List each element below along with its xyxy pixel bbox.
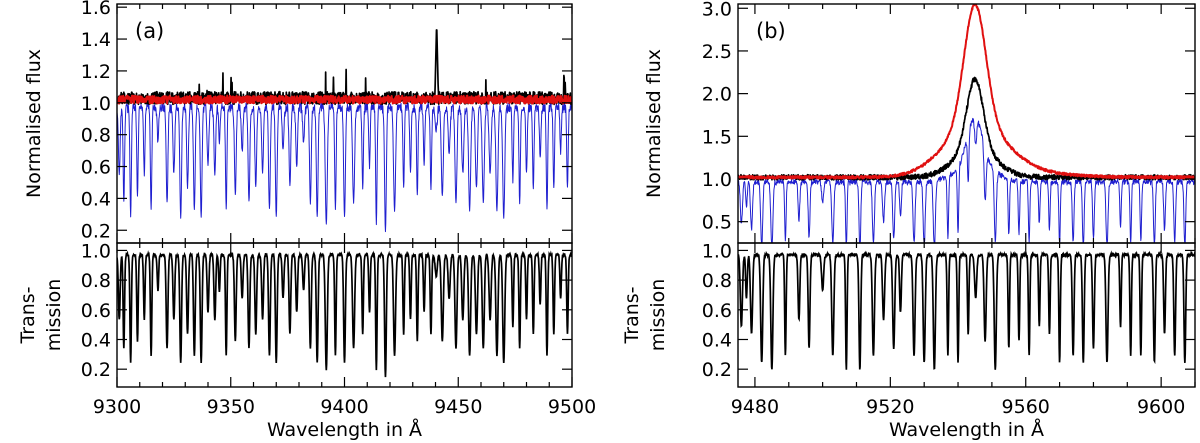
series-observed-line	[117, 101, 572, 233]
bottom-y-tick-label: 0.8	[702, 270, 732, 292]
x-tick-label: 9520	[866, 396, 914, 418]
bottom-plot-frame	[737, 242, 1196, 388]
top-y-axis-label: Normalised flux	[23, 49, 45, 198]
bottom-y-axis-label-line: Trans-	[621, 286, 643, 344]
series-corrected-line	[738, 76, 1195, 181]
x-tick-label: 9350	[207, 396, 255, 418]
x-tick-label: 9480	[731, 396, 779, 418]
bottom-y-axis-label-line: mission	[647, 279, 669, 352]
bottom-y-tick-label: 0.2	[81, 359, 111, 381]
top-y-tick-label: 1.6	[81, 0, 111, 19]
bottom-y-tick-label: 1.0	[702, 240, 732, 262]
transmission-line	[117, 250, 572, 378]
top-y-tick-label: 1.4	[81, 29, 111, 51]
x-axis-label: Wavelength in Å	[889, 418, 1044, 441]
top-y-axis-label: Normalised flux	[643, 49, 665, 198]
top-y-tick-label: 0.5	[702, 212, 732, 234]
top-y-tick-label: 0.6	[81, 157, 111, 179]
panel-a: 9300 9350 9400 9450 9500 0.2 0.4 0.6 0.8 1.0 1.2 1.…	[17, 0, 596, 441]
bottom-y-tick-label: 0.4	[702, 329, 732, 351]
series-reference-line	[738, 4, 1195, 180]
bottom-y-tick-label: 0.4	[81, 329, 111, 351]
series-corrected-line	[117, 29, 572, 106]
bottom-y-tick-label: 0.2	[702, 359, 732, 381]
series-reference-line	[117, 94, 572, 105]
bottom-y-tick-label: 1.0	[81, 240, 111, 262]
bottom-y-tick-label: 0.6	[702, 300, 732, 322]
top-y-tick-label: 1.2	[81, 61, 111, 83]
bottom-y-tick-label: 0.8	[81, 270, 111, 292]
top-y-tick-label: 1.5	[702, 126, 732, 148]
panel-label: (b)	[756, 19, 786, 43]
top-y-tick-label: 2.5	[702, 41, 732, 63]
x-tick-label: 9560	[1002, 396, 1050, 418]
panel-label: (a)	[135, 19, 164, 43]
top-y-tick-label: 1.0	[702, 169, 732, 191]
panel-b: 9480 9520 9560 9600 0.5 1.0 1.5 2.0 2.5 3.0 0.2 0.4…	[621, 0, 1196, 441]
top-y-tick-label: 0.8	[81, 125, 111, 147]
bottom-y-axis-label-line: mission	[43, 279, 65, 352]
x-tick-label: 9450	[434, 396, 482, 418]
x-axis-label: Wavelength in Å	[267, 418, 422, 441]
transmission-line	[738, 250, 1195, 370]
x-tick-label: 9600	[1137, 396, 1185, 418]
bottom-y-axis-label-line: Trans-	[17, 286, 39, 344]
x-tick-label: 9300	[93, 396, 141, 418]
top-y-tick-label: 3.0	[702, 0, 732, 20]
top-y-tick-label: 0.4	[81, 188, 111, 210]
x-tick-label: 9400	[320, 396, 368, 418]
top-y-tick-label: 2.0	[702, 84, 732, 106]
x-tick-label: 9500	[548, 396, 596, 418]
top-y-tick-label: 1.0	[81, 93, 111, 115]
bottom-y-tick-label: 0.6	[81, 300, 111, 322]
top-y-tick-label: 0.2	[81, 220, 111, 242]
series-observed-line	[738, 117, 1195, 243]
